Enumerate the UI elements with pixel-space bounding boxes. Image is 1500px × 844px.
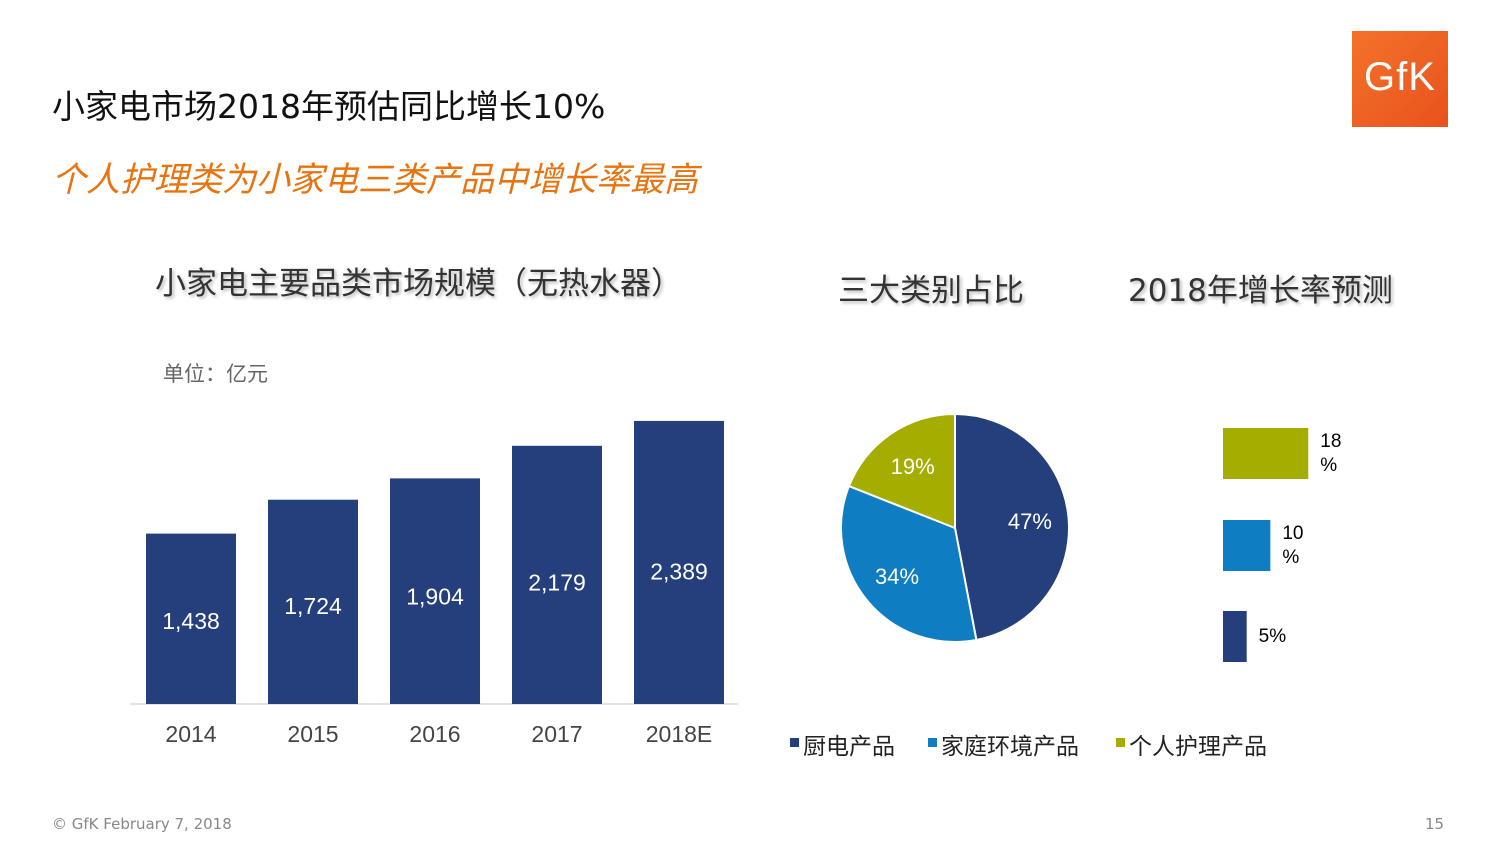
bar-value-label: 2,389: [650, 558, 708, 584]
x-tick-label: 2016: [409, 721, 460, 747]
bar-2014: [146, 533, 236, 704]
growth-value-label: %: [1320, 455, 1337, 476]
page-subtitle: 个人护理类为小家电三类产品中增长率最高: [52, 160, 698, 200]
market-size-bar-chart: 1,438 2014 1,724 2015 1,904 2016 2,179 2017 2,38…: [130, 420, 738, 747]
pie-slice-1: [840, 484, 978, 643]
growth-rate-bar-chart: 18% 10% 5%: [1223, 428, 1341, 662]
growth-value-label: %: [1282, 547, 1299, 568]
pie-slice-label: 34%: [875, 564, 919, 589]
pie-slice-label: 47%: [1008, 509, 1052, 534]
legend-swatch: [928, 738, 937, 747]
growth-bar-2: [1223, 611, 1247, 662]
x-tick-label: 2015: [287, 721, 338, 747]
pie-legend: 厨电产品 家庭环境产品 个人护理产品: [790, 734, 1267, 760]
bar-2017: [512, 445, 602, 704]
growth-value-label: 5%: [1259, 626, 1287, 647]
growth-bar-0: [1223, 428, 1309, 479]
page-title: 小家电市场2018年预估同比增长10%: [52, 87, 606, 126]
legend-item-label: 个人护理产品: [1129, 734, 1267, 760]
bar-chart-title: 小家电主要品类市场规模（无热水器）: [155, 266, 682, 302]
pie-slice-0: [954, 412, 1070, 642]
x-tick-label: 2014: [165, 721, 216, 747]
growth-value-label: 18: [1320, 431, 1341, 452]
footer-copyright: © GfK February 7, 2018: [52, 815, 232, 833]
legend-item-label: 厨电产品: [803, 734, 895, 760]
bar-value-label: 1,904: [406, 584, 464, 610]
bar-2018E: [634, 420, 724, 704]
legend-item-label: 家庭环境产品: [941, 734, 1079, 760]
pie-slice-2: [847, 412, 956, 530]
gfk-logo: GfK: [1352, 31, 1448, 127]
page-number: 15: [1425, 815, 1445, 833]
x-tick-label: 2017: [531, 721, 582, 747]
category-share-pie-chart: 47% 34% 19%: [840, 412, 1070, 643]
growth-chart-title: 2018年增长率预测: [1128, 273, 1393, 309]
bar-value-label: 2,179: [528, 569, 586, 595]
unit-label: 单位：亿元: [163, 362, 268, 386]
bar-value-label: 1,724: [284, 593, 342, 619]
bar-2016: [390, 478, 480, 704]
bar-value-label: 1,438: [162, 608, 220, 634]
growth-bar-1: [1223, 520, 1271, 571]
logo-text: GfK: [1364, 55, 1436, 99]
legend-swatch: [790, 738, 799, 747]
growth-value-label: 10: [1282, 523, 1303, 544]
bar-2015: [268, 499, 358, 704]
pie-chart-title: 三大类别占比: [838, 273, 1024, 309]
legend-swatch: [1116, 738, 1125, 747]
pie-slice-label: 19%: [891, 454, 935, 479]
x-tick-label: 2018E: [646, 721, 713, 747]
